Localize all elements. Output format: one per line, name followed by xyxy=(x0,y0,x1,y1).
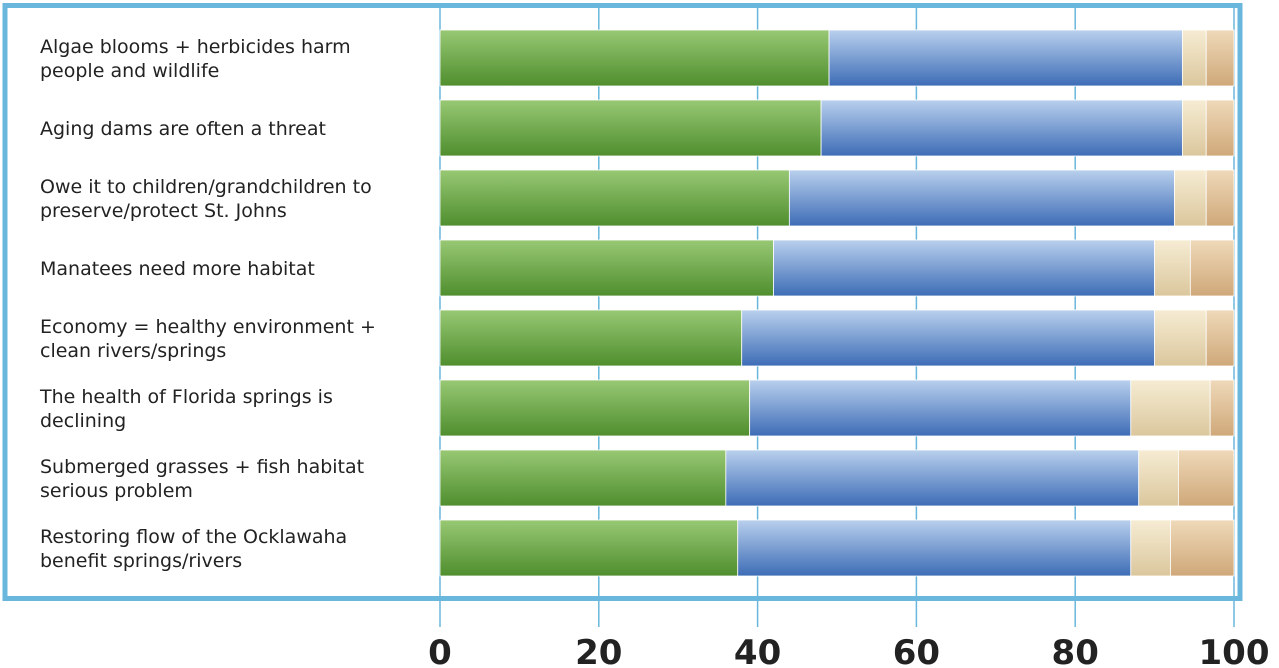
bar-row-5-segment-4 xyxy=(1205,309,1235,367)
x-tick-label-60: 60 xyxy=(893,633,940,668)
bar-row-6-segment-2 xyxy=(749,379,1132,437)
category-label-line: Manatees need more habitat xyxy=(40,258,315,280)
bars xyxy=(439,29,1235,577)
bar-row-5-segment-2 xyxy=(741,309,1155,367)
category-label-line: The health of Florida springs is xyxy=(39,386,333,408)
category-label-line: Aging dams are often a threat xyxy=(40,118,326,140)
x-tick-label-40: 40 xyxy=(734,633,781,668)
bar-row-6-segment-1 xyxy=(439,379,751,437)
x-tick-label-0: 0 xyxy=(428,633,452,668)
category-label-8: Restoring flow of the Ocklawaha benefit s… xyxy=(40,526,347,572)
bar-row-7-segment-2 xyxy=(725,449,1140,507)
bar-row-3-segment-1 xyxy=(439,169,790,227)
category-label-4: Manatees need more habitat xyxy=(40,258,315,280)
bar-row-3-segment-2 xyxy=(788,169,1175,227)
bar-row-2-segment-3 xyxy=(1181,99,1207,157)
category-label-line: Restoring flow of the Ocklawaha xyxy=(40,526,347,548)
bar-row-4-segment-1 xyxy=(439,239,774,297)
category-label-3: Owe it to children/grandchildren to prese… xyxy=(40,176,372,222)
bar-row-1-segment-2 xyxy=(828,29,1183,87)
plot-area-background xyxy=(440,8,1235,598)
x-axis-ticks: 0 20 40 60 80 100 xyxy=(428,633,1269,668)
bar-row-6-segment-3 xyxy=(1130,379,1211,437)
bar-row-8-segment-4 xyxy=(1170,519,1235,577)
category-label-2: Aging dams are often a threat xyxy=(40,118,326,140)
bar-row-8-segment-3 xyxy=(1130,519,1171,577)
bar-row-2-segment-1 xyxy=(439,99,822,157)
chart-frame xyxy=(2,3,1243,601)
bar-row-7-segment-3 xyxy=(1138,449,1179,507)
bar-row-5-segment-3 xyxy=(1154,309,1207,367)
category-label-7: Submerged grasses + fish habitat serious … xyxy=(40,456,364,502)
bar-row-1-segment-4 xyxy=(1205,29,1235,87)
bar-row-2-segment-4 xyxy=(1205,99,1235,157)
bar-row-4-segment-4 xyxy=(1189,239,1235,297)
bar-row-8-segment-2 xyxy=(737,519,1132,577)
bar-row-1-segment-1 xyxy=(439,29,830,87)
bar-row-3-segment-4 xyxy=(1205,169,1235,227)
category-label-line: serious problem xyxy=(40,480,193,502)
bar-row-7-segment-4 xyxy=(1178,449,1235,507)
category-label-line: Algae blooms + herbicides harm xyxy=(40,36,351,58)
bar-row-5-segment-1 xyxy=(439,309,743,367)
category-label-line: Submerged grasses + fish habitat xyxy=(40,456,364,478)
x-tick-label-100: 100 xyxy=(1199,633,1270,668)
x-tick-label-80: 80 xyxy=(1052,633,1099,668)
x-tick-label-20: 20 xyxy=(575,633,622,668)
category-label-line: people and wildlife xyxy=(40,60,219,82)
bar-row-4-segment-3 xyxy=(1154,239,1191,297)
bar-row-3-segment-3 xyxy=(1174,169,1207,227)
category-label-5: Economy = healthy environment + clean riv… xyxy=(40,316,376,362)
bar-row-1-segment-3 xyxy=(1181,29,1207,87)
category-label-6: The health of Florida springs is declinin… xyxy=(39,386,333,432)
category-label-line: Economy = healthy environment + xyxy=(40,316,376,338)
category-label-line: preserve/protect St. Johns xyxy=(40,200,287,222)
bar-row-6-segment-4 xyxy=(1209,379,1235,437)
bar-row-8-segment-1 xyxy=(439,519,739,577)
category-label-line: Owe it to children/grandchildren to xyxy=(40,176,372,198)
bar-row-4-segment-2 xyxy=(773,239,1155,297)
bar-row-2-segment-2 xyxy=(820,99,1183,157)
category-label-line: benefit springs/rivers xyxy=(40,550,242,572)
category-label-1: Algae blooms + herbicides harm people and… xyxy=(40,36,351,82)
category-labels: Algae blooms + herbicides harm people and… xyxy=(39,36,376,572)
category-label-line: declining xyxy=(40,410,126,432)
bar-row-7-segment-1 xyxy=(439,449,727,507)
category-label-line: clean rivers/springs xyxy=(40,340,226,362)
